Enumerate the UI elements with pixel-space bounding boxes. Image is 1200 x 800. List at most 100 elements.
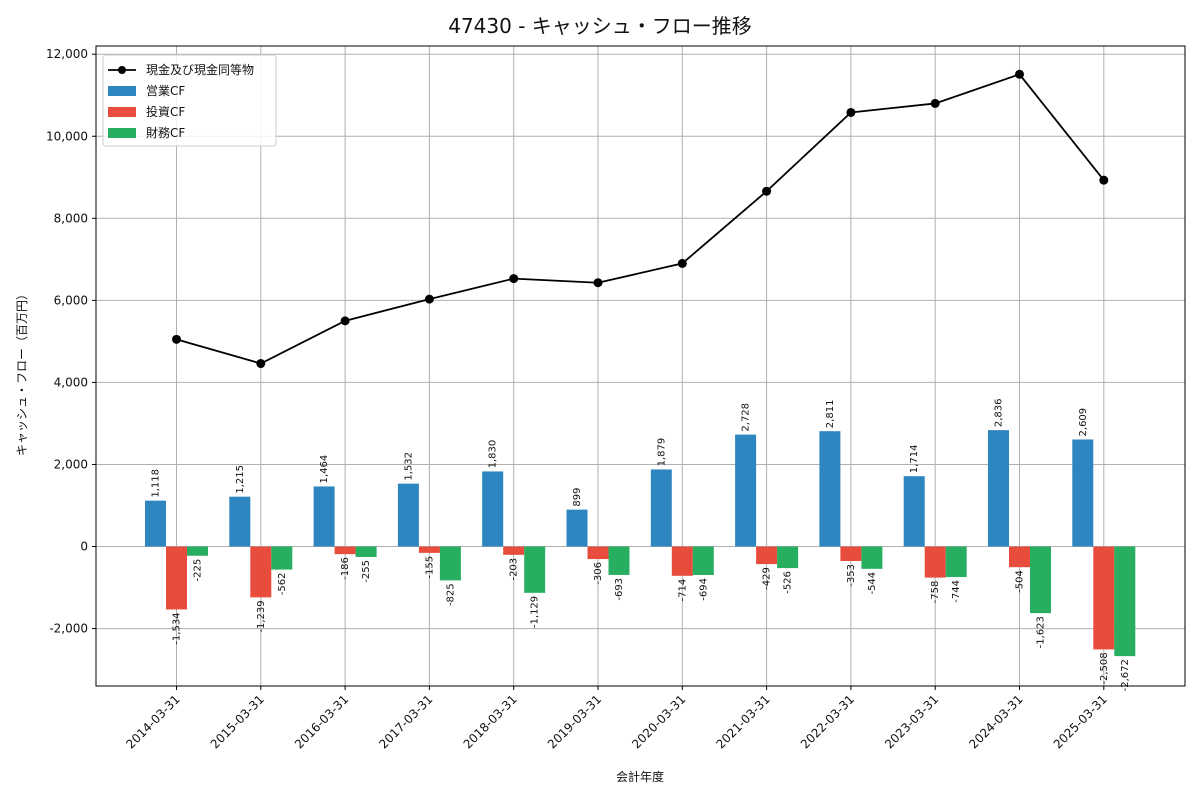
bar-2 (861, 546, 883, 569)
bar-value-label: -504 (1015, 570, 1026, 593)
bar-0 (229, 496, 251, 547)
bar-0 (988, 430, 1009, 547)
bar-value-label: -2,508 (1099, 652, 1110, 684)
bar-value-label: 1,830 (488, 440, 499, 469)
bar-0 (313, 486, 335, 547)
cash-point (424, 294, 434, 304)
x-tick-label: 2018-03-31 (461, 692, 520, 751)
bar-1 (671, 546, 693, 576)
legend-swatch (108, 107, 136, 117)
bar-value-label: -825 (445, 583, 456, 606)
y-tick-label: 2,000 (54, 457, 88, 471)
bar-value-label: 899 (572, 488, 583, 507)
bar-value-label: 1,215 (235, 465, 246, 494)
x-tick-label: 2021-03-31 (714, 692, 773, 751)
cash-point (677, 258, 687, 268)
bar-2 (1030, 546, 1051, 614)
bar-1 (756, 546, 778, 565)
bar-2 (524, 546, 546, 593)
bar-1 (924, 546, 946, 578)
legend-swatch (108, 128, 136, 138)
bar-2 (187, 546, 208, 556)
cash-point (846, 107, 856, 117)
cash-point (1015, 69, 1024, 79)
y-axis: -2,000 0 2,000 4,000 6,000 8,000 10,000 12,000 (46, 47, 96, 636)
cash-line-path (176, 73, 1105, 365)
legend-box (102, 54, 277, 147)
bar-value-label: 2,836 (994, 399, 1005, 428)
cash-point (930, 98, 940, 108)
bar-value-label: 2,728 (741, 403, 752, 432)
bar-1 (1093, 546, 1115, 650)
bar-0 (819, 431, 841, 547)
legend-label: 投資CF (146, 104, 185, 119)
bar-value-label: -306 (593, 562, 604, 585)
bar-value-label: -1,129 (530, 596, 541, 628)
y-tick-label: 4,000 (54, 375, 88, 389)
bars (145, 430, 1136, 657)
bar-value-label: -526 (783, 571, 794, 594)
bar-value-label: 1,879 (656, 438, 667, 467)
x-tick-label: 2017-03-31 (376, 692, 435, 751)
legend-marker (118, 66, 126, 74)
y-tick-label: 10,000 (46, 129, 88, 143)
bar-value-label: -186 (340, 557, 351, 580)
y-tick-label: 8,000 (54, 211, 88, 225)
bar-value-label: -2,672 (1120, 659, 1131, 691)
y-tick-label: -2,000 (49, 622, 88, 636)
cash-point (593, 278, 603, 288)
bar-0 (566, 509, 588, 547)
bar-1 (334, 546, 356, 555)
x-tick-label: 2019-03-31 (545, 692, 604, 751)
bar-1 (587, 546, 609, 560)
legend-label: 財務CF (146, 125, 185, 140)
bar-value-label: -429 (762, 567, 773, 590)
bar-value-label: -694 (698, 578, 709, 601)
bar-1 (503, 546, 525, 555)
legend-swatch (108, 86, 136, 96)
x-axis-label: 会計年度 (616, 769, 664, 784)
bar-value-label: 2,811 (825, 400, 836, 429)
x-tick-label: 2016-03-31 (292, 692, 351, 751)
bar-value-label: -714 (677, 579, 688, 602)
legend-label: 営業CF (146, 84, 185, 98)
bar-0 (1072, 439, 1094, 547)
y-tick-label: 6,000 (54, 293, 88, 307)
bar-2 (271, 546, 293, 570)
bar-1 (250, 546, 272, 598)
bar-2 (439, 546, 461, 581)
bar-value-label: -1,239 (256, 600, 267, 632)
x-tick-label: 2025-03-31 (1051, 692, 1110, 751)
bar-value-label: -744 (951, 580, 962, 603)
bar-0 (650, 469, 672, 547)
bar-value-label: -255 (361, 560, 372, 583)
bar-2 (945, 546, 967, 578)
bar-value-label: -544 (867, 572, 878, 595)
bar-1 (840, 546, 862, 561)
bar-value-label: -203 (509, 558, 520, 581)
plot-frame (95, 45, 1186, 687)
bar-2 (777, 546, 799, 569)
data-labels: 1,118 1,215 1,464 1,532 1,830 899 1,879 2,728 2,… (151, 399, 1131, 692)
bar-2 (608, 546, 630, 575)
y-tick-label: 12,000 (46, 47, 88, 61)
bar-0 (735, 434, 757, 547)
bar-value-label: -562 (277, 573, 288, 596)
grid-lines (96, 46, 1185, 686)
x-tick-label: 2022-03-31 (798, 692, 857, 751)
cash-point (509, 274, 519, 284)
bar-value-label: -353 (846, 564, 857, 587)
cash-point (172, 334, 181, 344)
bar-value-label: -155 (424, 556, 435, 579)
chart-title: 47430 - キャッシュ・フロー推移 (448, 14, 752, 38)
bar-value-label: 1,464 (319, 455, 330, 484)
cash-point (1099, 175, 1109, 185)
x-tick-label: 2024-03-31 (966, 692, 1025, 751)
bar-value-label: -693 (614, 578, 625, 601)
y-tick-label: 0 (80, 540, 88, 554)
x-tick-label: 2015-03-31 (208, 692, 267, 751)
bar-0 (482, 471, 504, 547)
bar-value-label: 1,714 (909, 445, 920, 474)
bar-0 (145, 500, 166, 547)
